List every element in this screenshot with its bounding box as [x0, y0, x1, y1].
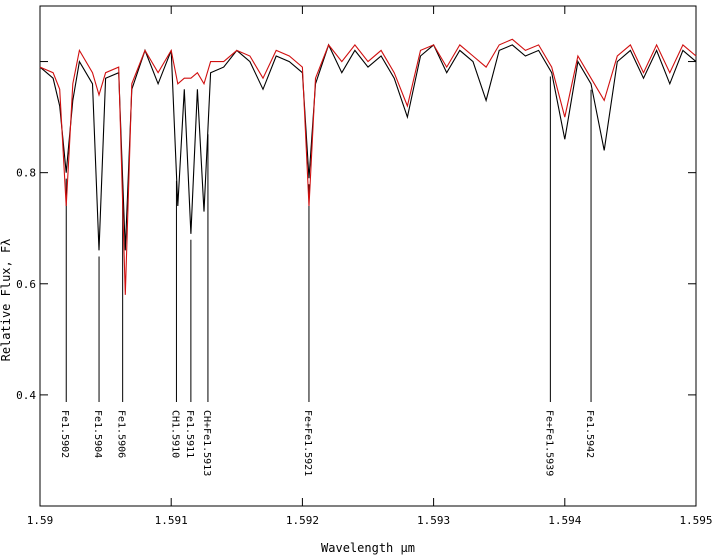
- observed-spectrum-line: [39, 43, 697, 251]
- x-tick-label: 1.591: [155, 514, 188, 527]
- axis-ticks: 1.59 1.591 1.592 1.593 1.594 1.595 0.4 0.6 0.8: [16, 6, 713, 527]
- spectrum-series: [39, 38, 697, 295]
- line-id-label: Fe1.5906: [116, 410, 127, 458]
- y-tick-label: 0.6: [16, 278, 36, 291]
- x-tick-label: 1.594: [548, 514, 581, 527]
- line-id-markers: [65, 76, 592, 402]
- plot-frame: [39, 5, 697, 507]
- y-axis-title: Relative Flux, Fλ: [0, 239, 13, 362]
- line-id-label: Fe+Fe1.5921: [302, 410, 313, 476]
- y-tick-label: 0.4: [16, 389, 36, 402]
- x-axis-title: Wavelength μm: [321, 541, 415, 555]
- line-id-label: CH1.5910: [169, 410, 180, 458]
- y-tick-label: 0.8: [16, 167, 36, 180]
- line-id-label: CH+Fe1.5913: [201, 410, 212, 476]
- x-tick-label: 1.595: [679, 514, 712, 527]
- line-id-label: Fe1.5942: [584, 410, 595, 458]
- line-id-label: Fe1.5911: [184, 410, 195, 458]
- line-id-label: Fe+Fe1.5939: [543, 410, 554, 476]
- line-id-labels: Fe1.5902 Fe1.5904 Fe1.5906 CH1.5910 Fe1.5911…: [59, 410, 595, 476]
- line-id-label: Fe1.5904: [92, 410, 103, 458]
- line-id-label: Fe1.5902: [59, 410, 70, 458]
- x-tick-label: 1.59: [27, 514, 54, 527]
- x-tick-label: 1.592: [286, 514, 319, 527]
- model-spectrum-line: [39, 38, 697, 295]
- x-tick-label: 1.593: [417, 514, 450, 527]
